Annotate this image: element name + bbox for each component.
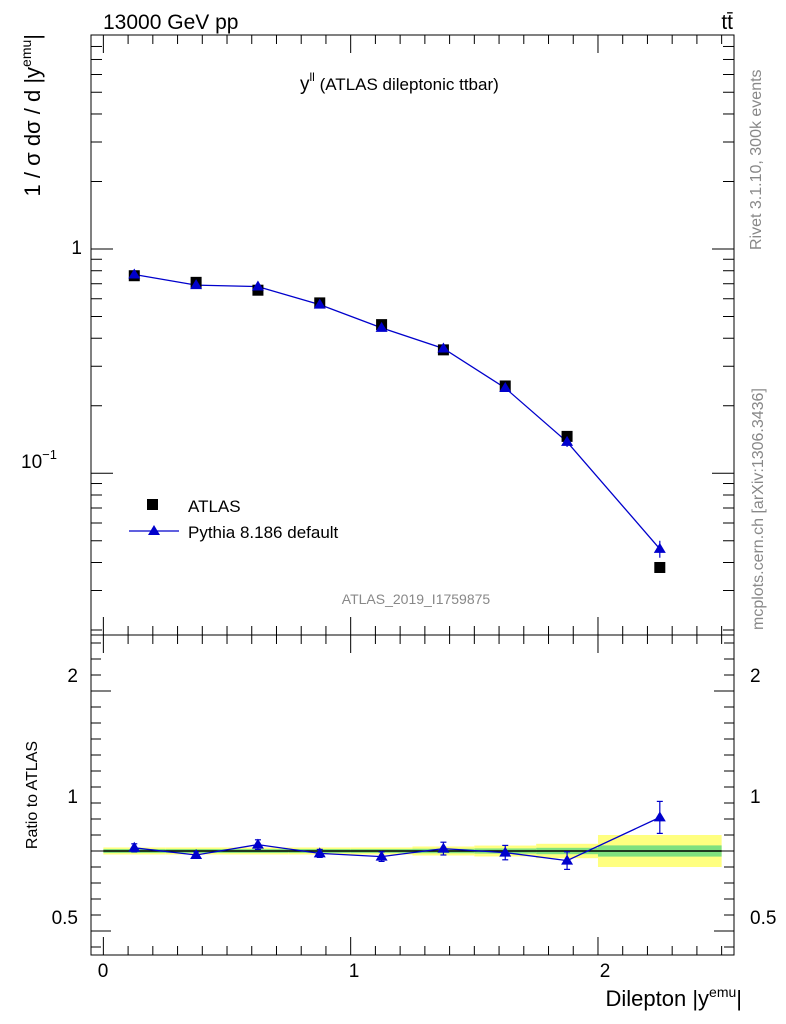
- x-axis-title: Dilepton |yemu|: [606, 984, 743, 1011]
- ratio-y-tick-label-1: 1: [67, 787, 78, 808]
- pythia-point: [437, 342, 450, 353]
- y-tick-label-0.1: 10−1: [21, 447, 57, 473]
- pythia-point: [499, 381, 512, 392]
- main-plot-content: [128, 268, 666, 573]
- ratio-point: [190, 849, 203, 859]
- legend-pythia-label: Pythia 8.186 default: [188, 523, 339, 542]
- pythia-point: [561, 435, 574, 446]
- analysis-id-label: ATLAS_2019_I1759875: [342, 591, 491, 607]
- main-frame: [90, 34, 735, 636]
- legend-atlas-marker: [147, 499, 158, 510]
- x-tick-label-2: 2: [600, 961, 611, 982]
- ratio-point: [561, 854, 574, 865]
- main-y-axis-title: 1 / σ dσ / d |yemu|: [18, 34, 45, 196]
- ratio-point: [653, 811, 666, 822]
- y-tick-label-1: 1: [71, 238, 82, 259]
- atlas-point: [654, 561, 666, 573]
- ratio-point: [313, 847, 326, 858]
- ratio-frame: [90, 634, 735, 956]
- ratio-y-tick-label-1-right: 1: [750, 787, 761, 808]
- ratio-axis-ticks: [91, 635, 734, 955]
- ratio-point: [375, 850, 388, 861]
- ratio-y-tick-label-0.5: 0.5: [52, 908, 78, 929]
- ratio-panel: 2 1 0.5 2 1 0.5 0 1 2 Ratio to ATLAS Dil…: [24, 634, 776, 1011]
- main-axis-ticks: [91, 34, 734, 635]
- pythia-point: [313, 298, 326, 309]
- x-tick-label-1: 1: [349, 961, 360, 982]
- ratio-point: [128, 841, 141, 852]
- ratio-plot-content: [103, 800, 722, 871]
- ratio-y-tick-label-2: 2: [67, 666, 78, 687]
- process-label: tt̄: [721, 11, 733, 34]
- ratio-point: [499, 846, 512, 857]
- pythia-point: [251, 280, 264, 291]
- ratio-point: [437, 842, 450, 853]
- plot-title: yll (ATLAS dileptonic ttbar): [300, 70, 499, 95]
- ratio-point: [251, 838, 264, 849]
- pythia-point: [375, 321, 388, 332]
- legend: ATLAS Pythia 8.186 default: [129, 497, 339, 542]
- ratio-y-tick-label-2-right: 2: [750, 666, 761, 687]
- legend-atlas-label: ATLAS: [188, 497, 241, 516]
- ratio-y-axis-title: Ratio to ATLAS: [24, 741, 41, 849]
- mcplots-label: mcplots.cern.ch [arXiv:1306.3436]: [750, 388, 767, 630]
- main-panel: 1 10−1 1 / σ dσ / d |yemu| yll (ATLAS di…: [18, 34, 735, 636]
- pythia-point: [190, 279, 203, 290]
- ratio-y-tick-label-0.5-right: 0.5: [750, 908, 776, 929]
- pythia-point: [653, 542, 666, 553]
- pythia-point: [128, 268, 141, 279]
- energy-label: 13000 GeV pp: [103, 11, 238, 34]
- legend-pythia-marker: [148, 525, 160, 535]
- rivet-version-label: Rivet 3.1.10, 300k events: [748, 69, 765, 250]
- x-tick-label-0: 0: [98, 961, 109, 982]
